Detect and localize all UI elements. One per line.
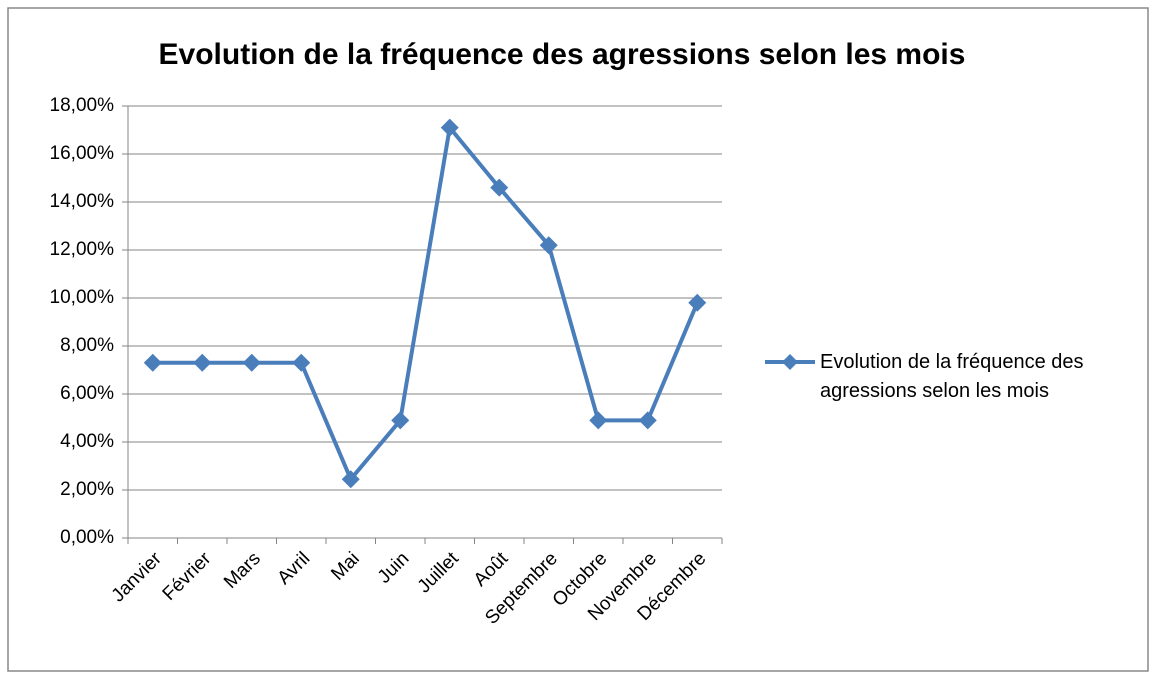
x-tick-label: Avril bbox=[274, 548, 315, 589]
marker bbox=[589, 411, 608, 430]
y-tick-label: 10,00% bbox=[50, 287, 115, 308]
marker bbox=[440, 118, 459, 137]
marker bbox=[292, 353, 311, 372]
marker bbox=[638, 411, 657, 430]
marker bbox=[688, 293, 707, 312]
x-tick-label: Février bbox=[159, 548, 216, 605]
y-tick-label: 16,00% bbox=[50, 143, 115, 164]
x-tick-label: Juillet bbox=[414, 548, 464, 598]
marker bbox=[490, 178, 509, 197]
x-tick-label: Juin bbox=[374, 548, 413, 587]
y-tick-label: 12,00% bbox=[50, 239, 115, 260]
y-tick-label: 4,00% bbox=[60, 431, 114, 452]
chart-title: Evolution de la fréquence des agressions… bbox=[159, 38, 966, 71]
marker bbox=[242, 353, 261, 372]
y-tick-label: 18,00% bbox=[50, 95, 115, 116]
x-tick-label: Janvier bbox=[108, 548, 167, 607]
y-tick-label: 2,00% bbox=[60, 479, 114, 500]
chart-border bbox=[7, 7, 1149, 672]
marker bbox=[193, 353, 212, 372]
y-tick-label: 14,00% bbox=[50, 191, 115, 212]
marker bbox=[341, 470, 360, 489]
x-tick-label: Mai bbox=[327, 548, 364, 585]
marker bbox=[143, 353, 162, 372]
series-line bbox=[152, 125, 700, 482]
marker bbox=[539, 236, 558, 255]
x-tick-label: Mars bbox=[220, 548, 265, 593]
x-tick-label: Août bbox=[470, 548, 513, 591]
y-tick-label: 6,00% bbox=[60, 383, 114, 404]
marker bbox=[391, 411, 410, 430]
y-tick-label: 8,00% bbox=[60, 335, 114, 356]
legend-label: Evolution de la fréquence des agressions… bbox=[820, 351, 1084, 402]
y-tick-label: 0,00% bbox=[60, 527, 114, 548]
legend-marker bbox=[782, 354, 798, 370]
